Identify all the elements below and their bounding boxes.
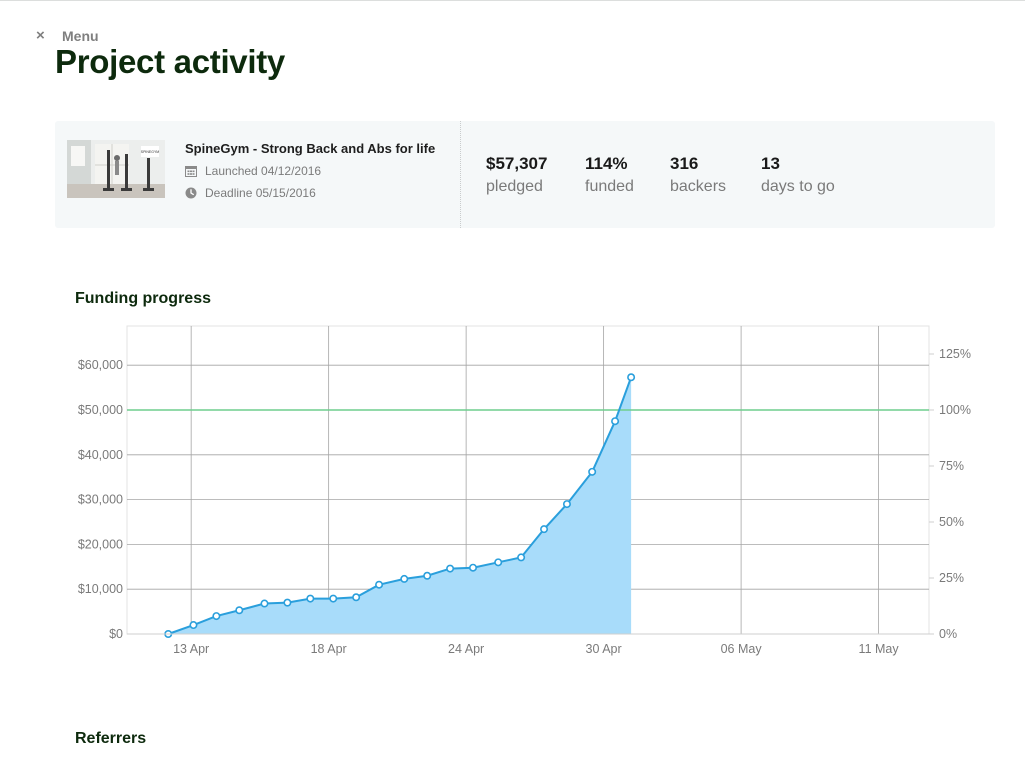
- stat-funded-label: funded: [585, 178, 634, 195]
- y2-tick-label: 100%: [939, 403, 971, 417]
- page-title: Project activity: [55, 43, 285, 80]
- menu-toggle[interactable]: × Menu: [36, 27, 99, 45]
- data-point[interactable]: [235, 606, 244, 615]
- stat-pledged: $57,307 pledged: [486, 154, 547, 196]
- y-tick-label: $20,000: [78, 537, 123, 551]
- stat-days-label: days to go: [761, 178, 835, 195]
- project-name[interactable]: SpineGym - Strong Back and Abs for life: [185, 141, 436, 156]
- data-point[interactable]: [627, 373, 636, 382]
- launched-date: Launched 04/12/2016: [205, 164, 322, 178]
- x-tick-label: 06 May: [721, 642, 763, 656]
- y-tick-label: $10,000: [78, 582, 123, 596]
- x-tick-label: 24 Apr: [448, 642, 484, 656]
- data-point[interactable]: [446, 564, 455, 573]
- launched-row: Launched 04/12/2016: [185, 164, 435, 178]
- data-point[interactable]: [212, 612, 221, 621]
- data-point[interactable]: [494, 558, 503, 567]
- calendar-icon: [185, 166, 197, 177]
- card-divider: [460, 121, 461, 228]
- data-point[interactable]: [306, 594, 315, 603]
- stat-days-value: 13: [761, 154, 780, 173]
- data-point[interactable]: [611, 417, 620, 426]
- y2-tick-label: 0%: [939, 627, 957, 641]
- stat-pledged-value: $57,307: [486, 154, 548, 173]
- data-point[interactable]: [540, 525, 549, 534]
- referrers-heading: Referrers: [75, 730, 147, 747]
- stat-backers: 316 backers: [670, 154, 726, 196]
- data-point[interactable]: [352, 593, 361, 602]
- data-point[interactable]: [329, 594, 338, 603]
- stat-pledged-label: pledged: [486, 178, 543, 195]
- y-tick-label: $0: [109, 627, 123, 641]
- clock-icon: [185, 187, 197, 199]
- stat-funded: 114% funded: [585, 154, 634, 196]
- project-summary-card: SPINEGYM SpineGym - Strong Back and Abs …: [55, 121, 995, 228]
- data-point[interactable]: [189, 621, 198, 630]
- x-tick-label: 18 Apr: [311, 642, 347, 656]
- y2-tick-label: 50%: [939, 515, 964, 529]
- stat-backers-label: backers: [670, 178, 727, 195]
- stat-funded-value: 114%: [585, 154, 628, 173]
- data-point[interactable]: [260, 599, 269, 608]
- project-thumbnail[interactable]: SPINEGYM: [67, 140, 165, 198]
- data-point[interactable]: [375, 580, 384, 589]
- close-icon[interactable]: ×: [36, 27, 45, 44]
- top-border: [0, 0, 1025, 1]
- funding-progress-heading: Funding progress: [75, 290, 211, 307]
- data-point[interactable]: [562, 500, 571, 509]
- y-tick-label: $50,000: [78, 403, 123, 417]
- x-tick-label: 11 May: [859, 642, 900, 656]
- y2-tick-label: 125%: [939, 347, 971, 361]
- deadline-row: Deadline 05/15/2016: [185, 186, 435, 200]
- y-tick-label: $30,000: [78, 493, 123, 507]
- menu-label[interactable]: Menu: [62, 28, 99, 44]
- data-point[interactable]: [469, 563, 478, 572]
- funding-area: [168, 377, 632, 634]
- thumbnail-logo-text: SPINEGYM: [141, 150, 160, 154]
- data-point[interactable]: [517, 553, 526, 562]
- stat-backers-value: 316: [670, 154, 699, 173]
- data-point[interactable]: [400, 574, 409, 583]
- y2-tick-label: 25%: [939, 571, 964, 585]
- y2-tick-label: 75%: [939, 459, 964, 473]
- stat-days-to-go: 13 days to go: [761, 154, 835, 196]
- x-tick-label: 30 Apr: [586, 642, 622, 656]
- deadline-date: Deadline 05/15/2016: [205, 186, 316, 200]
- y-tick-label: $40,000: [78, 448, 123, 462]
- x-tick-label: 13 Apr: [173, 642, 209, 656]
- data-point[interactable]: [283, 598, 292, 607]
- data-point[interactable]: [588, 467, 597, 476]
- project-info: SpineGym - Strong Back and Abs for life …: [185, 141, 435, 200]
- y-tick-label: $60,000: [78, 358, 123, 372]
- data-point[interactable]: [423, 571, 432, 580]
- funding-chart[interactable]: $0 $10,000 $20,000 $30,000 $40,000 $50,000 $60…: [60, 315, 990, 665]
